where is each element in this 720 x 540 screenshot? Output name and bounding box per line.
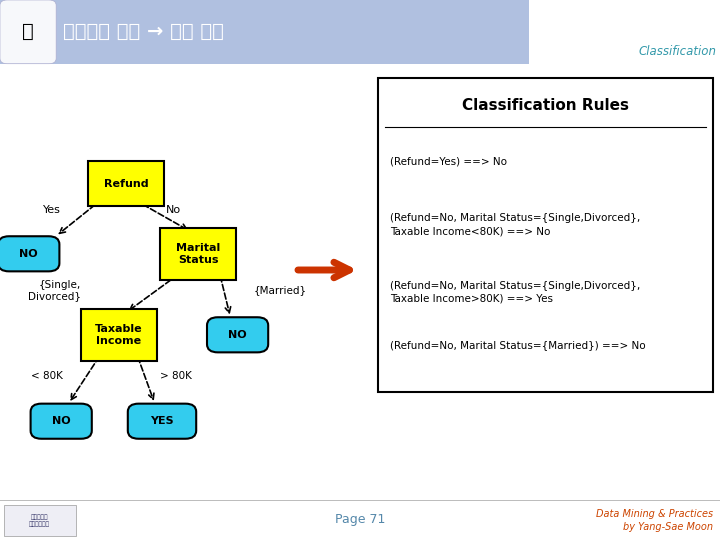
Text: 👤: 👤 (22, 22, 34, 41)
Text: (Refund=No, Marital Status={Single,Divorced},
Taxable Income<80K) ==> No: (Refund=No, Marital Status={Single,Divor… (390, 213, 641, 236)
Text: 의사결정 트리 → 규칙 생성: 의사결정 트리 → 규칙 생성 (63, 22, 224, 41)
FancyBboxPatch shape (81, 309, 157, 361)
Text: {Single,
Divorced}: {Single, Divorced} (28, 280, 81, 301)
Text: < 80K: < 80K (31, 372, 63, 381)
Text: No: No (166, 205, 181, 214)
FancyBboxPatch shape (0, 0, 529, 64)
Text: Yes: Yes (43, 205, 61, 214)
Text: NO: NO (19, 249, 38, 259)
FancyBboxPatch shape (4, 505, 76, 536)
Text: (Refund=No, Marital Status={Married}) ==> No: (Refund=No, Marital Status={Married}) ==… (390, 340, 646, 350)
Text: NO: NO (228, 330, 247, 340)
Text: Marital
Status: Marital Status (176, 243, 220, 265)
Text: (Refund=No, Marital Status={Single,Divorced},
Taxable Income>80K) ==> Yes: (Refund=No, Marital Status={Single,Divor… (390, 281, 641, 303)
Text: NO: NO (52, 416, 71, 426)
FancyBboxPatch shape (89, 161, 163, 206)
Text: > 80K: > 80K (160, 372, 192, 381)
Text: {Married}: {Married} (253, 286, 307, 295)
Text: Page 71: Page 71 (335, 513, 385, 526)
FancyBboxPatch shape (31, 404, 92, 438)
Text: Classification Rules: Classification Rules (462, 98, 629, 113)
FancyBboxPatch shape (529, 0, 720, 64)
Text: Classification: Classification (639, 45, 716, 58)
Text: YES: YES (150, 416, 174, 426)
FancyBboxPatch shape (161, 228, 236, 280)
FancyBboxPatch shape (0, 237, 59, 271)
Text: Taxable
Income: Taxable Income (95, 324, 143, 346)
FancyBboxPatch shape (207, 317, 269, 353)
Text: Refund: Refund (104, 179, 148, 188)
Text: Data Mining & Practices
by Yang-Sae Moon: Data Mining & Practices by Yang-Sae Moon (595, 509, 713, 532)
Text: 강릉대학교
컴퓨터과학과: 강릉대학교 컴퓨터과학과 (29, 515, 50, 528)
FancyBboxPatch shape (529, 0, 720, 64)
FancyBboxPatch shape (0, 0, 56, 64)
FancyBboxPatch shape (128, 404, 196, 438)
Text: (Refund=Yes) ==> No: (Refund=Yes) ==> No (390, 157, 507, 167)
FancyBboxPatch shape (378, 78, 713, 392)
